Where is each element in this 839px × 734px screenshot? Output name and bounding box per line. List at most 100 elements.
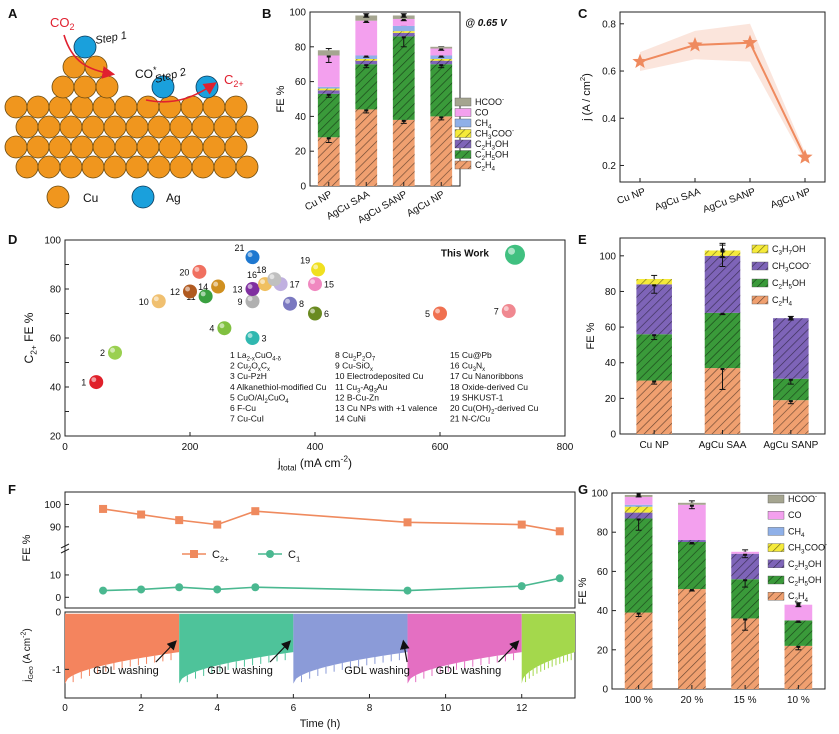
label-part: 2	[795, 597, 799, 604]
gdl-washing-label: GDL washing	[436, 665, 502, 677]
legend-label: C2+	[212, 549, 229, 563]
x-tick-label: 200	[182, 442, 199, 453]
bar-segment-ch4	[392, 25, 415, 32]
y-tick-label: 20	[50, 432, 62, 443]
bar-hatch	[784, 620, 813, 646]
label-part: -	[809, 260, 811, 267]
label-part: C	[475, 150, 482, 160]
label-part: 4	[285, 399, 289, 405]
axis-break-mark	[60, 543, 70, 549]
point-highlight	[313, 264, 319, 270]
current-trace-segment	[179, 613, 294, 684]
bar-hatch	[636, 278, 672, 285]
legend-label: C2H5OH	[772, 278, 806, 291]
bar-hatch	[317, 90, 340, 94]
fe-marker	[251, 507, 260, 516]
label-part: -derived Cu	[494, 403, 538, 413]
bar-segment-ch4	[624, 504, 653, 507]
y-tick-label: 90	[50, 522, 62, 533]
bar-hatch	[355, 109, 378, 186]
x-tick-label: 10 %	[787, 695, 810, 706]
label-part: 2	[265, 399, 268, 405]
label-part: 13	[335, 403, 347, 413]
label-part: 7	[372, 357, 375, 363]
reference-point	[192, 264, 207, 279]
mean-marker	[796, 602, 801, 607]
label-part: 4	[789, 301, 793, 308]
x-tick-label: AgCu NP	[405, 189, 447, 220]
confidence-band	[640, 23, 805, 162]
y-tick-label: 60	[295, 77, 307, 88]
atom-lattice	[4, 35, 259, 179]
reference-entry: 16 Cu3Nx	[450, 361, 485, 374]
cu-atom	[4, 135, 28, 159]
x-tick-label: 12	[516, 703, 528, 714]
cu-atom	[48, 95, 72, 119]
reference-point	[433, 306, 447, 321]
label-part: 4	[492, 166, 496, 173]
label-part: Oxide-derived Cu	[462, 382, 528, 392]
bar-segment-co	[624, 496, 653, 505]
point-highlight	[213, 281, 219, 287]
cu-atom	[224, 95, 248, 119]
x-tick-label: 600	[432, 442, 449, 453]
cu-atom	[95, 75, 119, 99]
legend-label: CO	[788, 510, 802, 520]
cu-atom	[213, 115, 237, 139]
y-tick-label: 60	[605, 323, 617, 334]
bar-segment-co	[317, 55, 340, 87]
label-part: 4	[488, 124, 492, 131]
y-tick-label: 0	[55, 593, 61, 604]
current-trace-segment	[293, 613, 408, 684]
y-tick-label: 100	[44, 236, 61, 247]
label-part: j (A / cm	[581, 81, 593, 122]
point-number-label: 9	[237, 297, 242, 307]
legend-marker	[266, 550, 274, 558]
label-part: CH	[475, 118, 488, 128]
label-part: Alkanethiol-modified Cu	[237, 382, 327, 392]
cu-legend-label: Cu	[83, 191, 98, 205]
cu-atom	[37, 155, 61, 179]
label-part: C	[772, 295, 779, 305]
label-part: Cu(OH)	[462, 403, 491, 413]
label-part: Cu-CuI	[237, 414, 264, 424]
x-tick-label: AgCu SANP	[763, 440, 818, 451]
bar-hatch	[430, 64, 453, 117]
y-tick-label: 80	[605, 287, 617, 298]
gdl-washing-arrow	[155, 640, 177, 663]
label-part: 4	[805, 597, 809, 604]
point-number-label: 14	[198, 282, 208, 292]
bar-hatch	[624, 612, 653, 689]
bar-hatch	[636, 380, 672, 434]
legend-swatch-hatch	[768, 592, 784, 601]
y-tick-label: 20	[295, 147, 307, 158]
mean-marker	[364, 13, 369, 18]
x-axis-label: Time (h)	[300, 718, 341, 730]
point-number-label: 16	[247, 270, 257, 280]
label-part: 19	[450, 392, 462, 402]
cu-atom	[147, 115, 171, 139]
label-part: 2	[779, 301, 783, 308]
reference-entry: 18 Oxide-derived Cu	[450, 382, 528, 392]
label-part: H	[798, 591, 805, 601]
point-highlight	[219, 323, 225, 329]
label-part: -	[825, 542, 827, 549]
x-tick-label: 100 %	[624, 695, 652, 706]
panel-letter-f: F	[8, 482, 16, 497]
cu-atom	[158, 95, 182, 119]
mean-marker	[401, 13, 406, 18]
fe-marker	[403, 586, 412, 595]
point-highlight	[247, 252, 253, 258]
label-part: C	[788, 559, 795, 569]
label-part: La	[237, 350, 247, 360]
label-part: 2	[779, 284, 783, 291]
bar-hatch	[317, 93, 340, 138]
ag-atom	[73, 35, 97, 59]
label-part: Cu Nanoribbons	[462, 371, 523, 381]
bar-segment-co	[678, 504, 706, 541]
cu-atom	[114, 95, 138, 119]
reference-point	[267, 272, 282, 287]
y-axis-label: FE %	[585, 322, 597, 349]
